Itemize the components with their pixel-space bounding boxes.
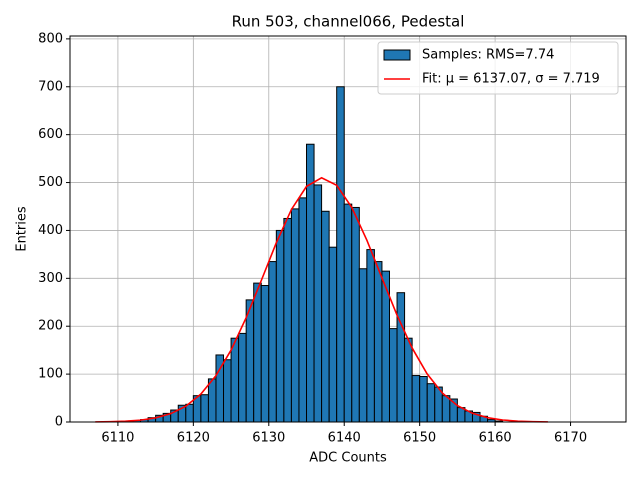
x-axis-label: ADC Counts <box>309 451 387 466</box>
bar <box>373 261 383 423</box>
x-tick-label: 6110 <box>101 431 134 446</box>
x-tick-label: 6120 <box>177 431 210 446</box>
axes-frame <box>69 35 627 423</box>
bar <box>200 394 209 423</box>
bar <box>321 210 330 423</box>
x-tick-label: 6170 <box>554 431 587 446</box>
y-tick-label: 100 <box>38 367 63 382</box>
bar <box>358 268 368 423</box>
bar <box>396 292 406 423</box>
bar <box>290 208 300 423</box>
x-tick-label: 6130 <box>252 431 285 446</box>
bar <box>207 378 217 423</box>
bar <box>313 184 323 423</box>
y-tick-label: 0 <box>55 415 63 430</box>
legend-swatch <box>383 49 411 61</box>
bar <box>404 337 413 423</box>
bar <box>230 337 240 423</box>
bar <box>419 376 428 423</box>
bar <box>441 395 451 423</box>
bar <box>275 229 285 423</box>
bar <box>283 217 292 423</box>
legend-label: Fit: μ = 6137.07, σ = 7.719 <box>422 72 600 87</box>
y-axis-label: Entries <box>15 206 30 252</box>
x-tick-label: 6150 <box>403 431 436 446</box>
y-tick-label: 200 <box>38 319 63 334</box>
bar <box>426 383 436 423</box>
bar <box>411 375 421 423</box>
fit-line <box>95 176 548 423</box>
y-tick-label: 600 <box>38 127 63 142</box>
bar <box>253 282 262 423</box>
x-tick-label: 6160 <box>479 431 512 446</box>
legend-label: Samples: RMS=7.74 <box>422 48 554 63</box>
bar <box>223 359 232 423</box>
bar <box>343 203 353 423</box>
y-tick-label: 800 <box>38 31 63 46</box>
x-tick-label: 6140 <box>328 431 361 446</box>
legend-box <box>377 41 619 95</box>
bar <box>238 332 247 423</box>
y-tick-label: 700 <box>38 79 63 94</box>
bar <box>336 86 345 423</box>
bar <box>366 249 375 423</box>
bar <box>185 403 194 423</box>
bar <box>245 299 255 423</box>
bar <box>351 206 360 423</box>
bar <box>260 285 270 423</box>
bar <box>388 328 398 423</box>
grid <box>70 36 626 423</box>
chart-title: Run 503, channel066, Pedestal <box>232 13 465 31</box>
bar <box>328 246 338 423</box>
y-tick-label: 300 <box>38 271 63 286</box>
y-tick-label: 400 <box>38 223 63 238</box>
bar <box>268 261 277 423</box>
bar <box>456 407 466 423</box>
bar <box>298 197 308 423</box>
y-tick-label: 500 <box>38 175 63 190</box>
